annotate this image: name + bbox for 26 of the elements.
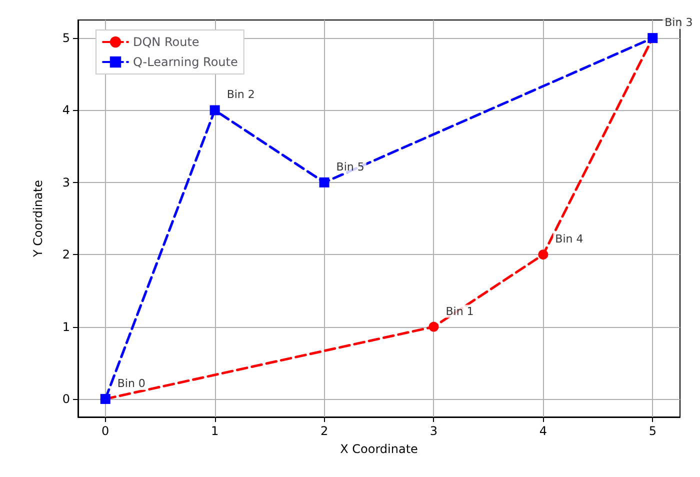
annotation: Bin 1 — [446, 304, 474, 318]
x-tick-label: 2 — [320, 424, 328, 438]
x-axis-title: X Coordinate — [340, 442, 418, 456]
x-tick-label: 5 — [648, 424, 656, 438]
legend-label: DQN Route — [133, 35, 200, 49]
y-tick-label: 0 — [62, 392, 70, 406]
point — [319, 177, 330, 188]
annotation: Bin 0 — [117, 376, 146, 390]
legend-label: Q-Learning Route — [133, 55, 238, 69]
y-tick-label: 4 — [62, 103, 70, 118]
point — [210, 105, 220, 116]
point — [428, 322, 439, 332]
point — [538, 250, 548, 260]
x-tick-label: 3 — [430, 424, 438, 438]
y-tick-label: 2 — [62, 248, 70, 262]
annotation: Bin 2 — [226, 88, 255, 102]
x-tick-label: 1 — [211, 424, 219, 438]
x-tick-label: 0 — [102, 424, 110, 438]
y-axis-title: Y Coordinate — [31, 180, 45, 258]
annotation: Bin 4 — [555, 232, 584, 246]
x-tick-label: 4 — [539, 424, 547, 438]
y-tick-label: 5 — [62, 31, 70, 46]
annotation: Bin 5 — [336, 160, 364, 174]
y-tick-label: 1 — [62, 320, 70, 334]
annotation: Bin 3 — [664, 16, 693, 30]
y-tick-label: 3 — [62, 175, 70, 190]
